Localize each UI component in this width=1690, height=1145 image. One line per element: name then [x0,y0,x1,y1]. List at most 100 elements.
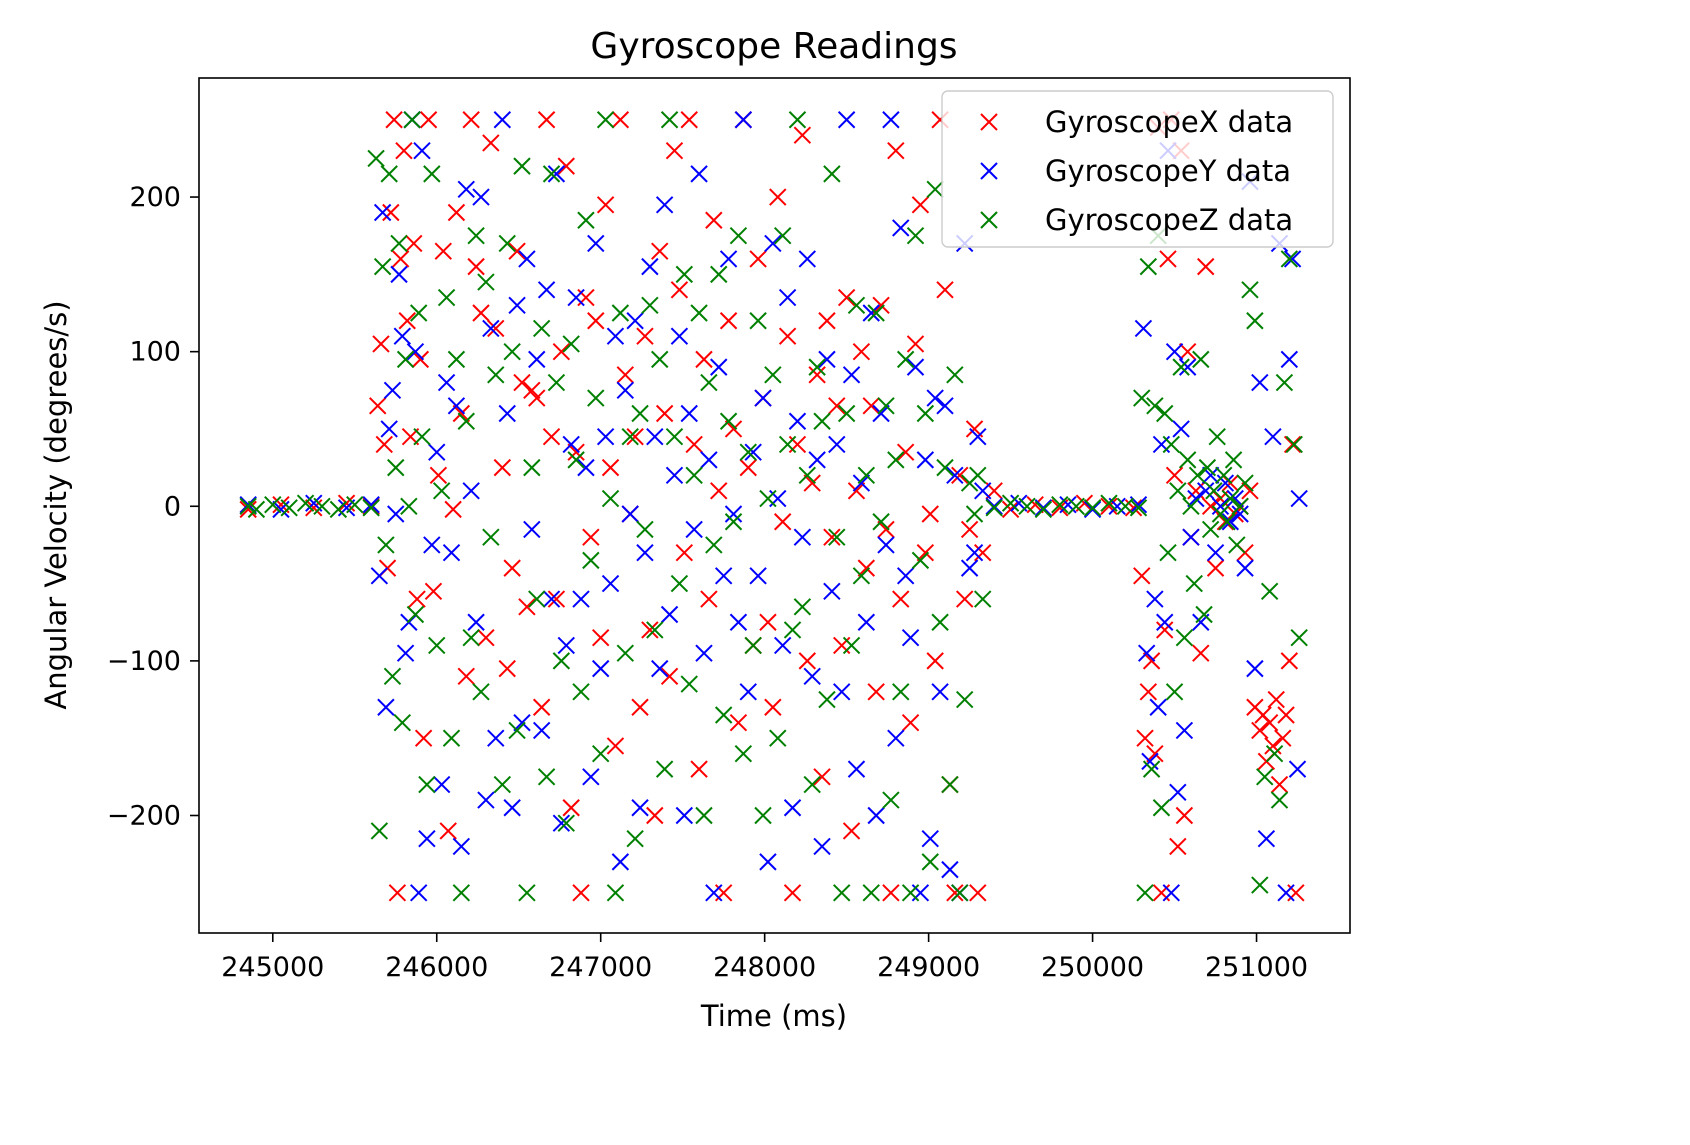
data-point [641,296,659,314]
data-point [690,165,708,183]
data-point [739,443,757,461]
marker-stroke [651,350,669,369]
marker-stroke [901,714,920,732]
marker-stroke [513,157,531,175]
legend-label: GyroscopeY data [1045,154,1291,188]
marker-stroke [601,489,620,508]
marker-stroke [562,435,580,454]
data-point [739,683,757,701]
data-point [1159,250,1177,268]
data-point [437,373,456,392]
marker-stroke [803,474,821,492]
marker-stroke [442,543,461,562]
marker-stroke [626,312,644,330]
data-point [778,288,797,307]
data-point [636,327,654,345]
marker-stroke [1231,497,1249,515]
marker-stroke [636,543,654,562]
marker-stroke [896,567,915,585]
data-point [1197,482,1215,500]
marker-stroke [528,350,546,369]
marker-stroke [965,420,984,438]
marker-stroke [818,350,836,369]
marker-stroke [1192,350,1210,369]
marker-stroke [1182,528,1200,546]
marker-stroke [631,799,649,817]
marker-stroke [532,319,551,338]
data-point [1169,783,1187,802]
marker-stroke [1197,257,1215,276]
data-point [690,760,708,778]
data-point [951,884,969,902]
marker-stroke [739,683,757,701]
marker-stroke [1172,358,1190,376]
data-point [547,373,566,392]
marker-stroke [523,381,541,400]
data-point [582,768,600,786]
data-point [955,590,974,608]
data-point [1241,281,1259,299]
data-point [591,659,610,678]
data-point [921,505,939,523]
marker-stroke [513,714,531,732]
marker-stroke [1136,729,1154,747]
data-point [680,675,698,693]
marker-stroke [926,652,944,670]
data-point [655,196,674,214]
marker-stroke [582,528,600,546]
data-point [1142,760,1161,778]
marker-stroke [960,559,979,577]
marker-stroke [670,281,689,299]
marker-stroke [665,141,684,160]
data-point [1175,721,1194,740]
marker-stroke [1175,721,1194,740]
marker-stroke [1277,706,1295,724]
data-point [1221,513,1240,531]
data-point [370,822,389,840]
data-point [1172,358,1190,376]
marker-stroke [965,543,984,562]
data-point [572,884,590,902]
data-point [788,111,807,129]
marker-stroke [1211,497,1230,515]
marker-stroke [1187,489,1205,508]
marker-stroke [1165,466,1184,485]
data-point [926,652,944,670]
data-point [393,714,412,732]
data-point [567,443,585,461]
data-point [1231,505,1249,523]
data-point [911,196,930,214]
marker-stroke [377,698,395,716]
data-point [974,543,992,562]
data-point [729,714,748,732]
marker-stroke [591,628,610,647]
marker-stroke [798,466,816,485]
legend-marker [980,162,998,180]
marker-stroke [887,141,905,160]
data-point [675,265,694,284]
data-point [685,520,703,539]
marker-stroke [1134,319,1153,338]
data-point [1192,350,1210,369]
marker-stroke [862,884,880,902]
marker-stroke [857,466,876,485]
data-point [1001,500,1020,519]
data-point [813,768,831,786]
marker-stroke [1152,799,1171,817]
marker-stroke [764,366,782,384]
marker-stroke [444,500,462,519]
data-point [1133,567,1151,585]
marker-stroke [695,806,713,825]
marker-stroke [493,775,512,794]
data-point [382,203,400,222]
marker-stroke [1218,513,1236,531]
marker-stroke [532,721,551,740]
data-point [487,366,505,384]
marker-stroke [387,505,405,523]
marker-stroke [408,590,426,608]
data-point [788,412,807,430]
data-point [552,652,571,670]
marker-stroke [1257,829,1276,848]
data-point [631,799,649,817]
data-point [985,497,1003,515]
